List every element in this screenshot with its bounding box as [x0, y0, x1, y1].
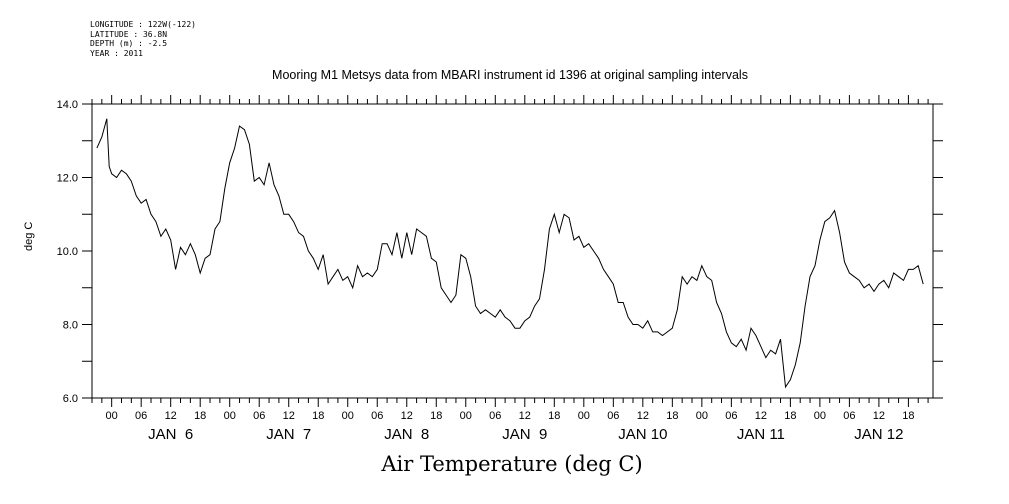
x-tick-label: 12: [637, 410, 649, 422]
x-tick-label: 06: [135, 410, 147, 422]
x-tick-label: 06: [843, 410, 855, 422]
x-tick-label: 00: [106, 410, 118, 422]
day-label: JAN 7: [266, 426, 311, 443]
day-label: JAN 6: [148, 426, 193, 443]
x-tick-label: 18: [430, 410, 442, 422]
y-tick-label: 6.0: [63, 393, 78, 405]
meta-latitude: LATITUDE : 36.8N: [90, 29, 168, 39]
x-axis-title: Air Temperature (deg C): [381, 452, 643, 476]
x-tick-label: 18: [666, 410, 678, 422]
x-tick-label: 18: [784, 410, 796, 422]
x-tick-label: 00: [224, 410, 236, 422]
y-tick-label: 14.0: [57, 99, 78, 111]
x-tick-label: 18: [902, 410, 914, 422]
day-labels: JAN 6 JAN 7 JAN 8 JAN 9 JAN 10 JAN 11 JAN 12: [148, 426, 903, 443]
x-tick-label: 18: [548, 410, 560, 422]
x-tick-label: 00: [696, 410, 708, 422]
y-tick-label: 8.0: [63, 320, 78, 332]
meta-longitude: LONGITUDE : 122W(-122): [90, 20, 196, 29]
x-tick-label: 18: [312, 410, 324, 422]
x-tick-label: 12: [519, 410, 531, 422]
x-tick-label: 00: [814, 410, 826, 422]
x-tick-label: 00: [342, 410, 354, 422]
day-label: JAN 11: [737, 426, 785, 443]
x-tick-label: 06: [489, 410, 501, 422]
day-label: JAN 12: [854, 426, 903, 443]
chart-title: Mooring M1 Metsys data from MBARI instru…: [272, 68, 748, 82]
y-tick-label: 12.0: [57, 173, 78, 185]
plot-frame: [91, 103, 934, 399]
day-label: JAN 10: [618, 426, 667, 443]
x-tick-label: 12: [755, 410, 767, 422]
x-tick-label: 00: [460, 410, 472, 422]
y-tick-label: 10.0: [57, 246, 78, 258]
x-tick-label: 12: [165, 410, 177, 422]
x-tick-labels: 00 06 12 18 00 06 12 18 00 06 12 18 00 06 12 18 00 06 12 18…: [106, 410, 915, 422]
series-line-air-temperature: [96, 118, 924, 389]
day-label: JAN 8: [384, 426, 429, 443]
y-tick-labels: 6.0 8.0 10.0 12.0 14.0: [57, 99, 78, 405]
meta-depth: DEPTH (m) : -2.5: [90, 39, 168, 48]
x-tick-label: 06: [253, 410, 265, 422]
axis-ticks: [82, 95, 943, 407]
metadata-block: LONGITUDE : 122W(-122) LATITUDE : 36.8N …: [90, 20, 196, 58]
x-tick-label: 06: [607, 410, 619, 422]
x-tick-label: 12: [873, 410, 885, 422]
x-tick-label: 12: [401, 410, 413, 422]
x-tick-label: 18: [194, 410, 206, 422]
x-tick-label: 06: [725, 410, 737, 422]
meta-year: YEAR : 2011: [90, 48, 143, 58]
x-tick-label: 00: [578, 410, 590, 422]
x-tick-label: 12: [283, 410, 295, 422]
day-label: JAN 9: [502, 426, 547, 443]
x-tick-label: 06: [371, 410, 383, 422]
